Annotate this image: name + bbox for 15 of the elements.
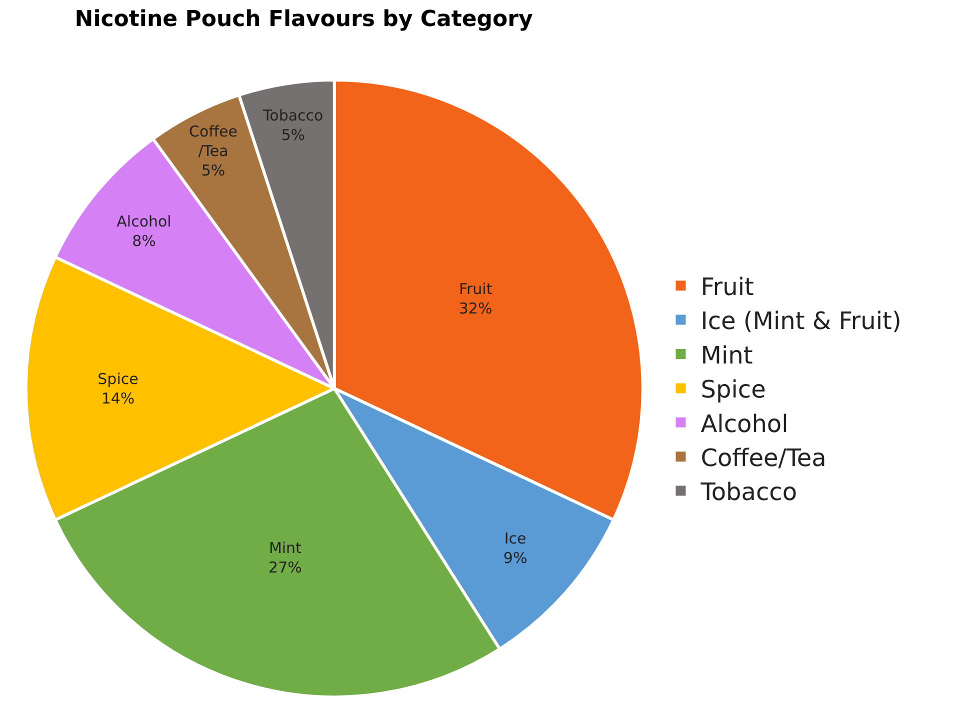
data-label: Alcohol 8%: [116, 212, 172, 250]
legend-label: Tobacco: [700, 478, 798, 506]
data-label: Coffee /Tea 5%: [189, 122, 238, 180]
legend-label: Coffee/Tea: [700, 444, 826, 472]
legend-label: Ice (Mint & Fruit): [700, 307, 902, 336]
legend-label: Fruit: [700, 272, 754, 301]
legend-label: Spice: [700, 376, 766, 404]
data-label: Spice 14%: [98, 370, 138, 408]
legend-label: Alcohol: [700, 410, 788, 438]
data-label: Tobacco 5%: [262, 106, 324, 144]
data-label: Ice 9%: [503, 529, 528, 567]
data-label: Fruit 32%: [458, 280, 492, 318]
legend-label: Mint: [700, 341, 753, 370]
chart-title: Nicotine Pouch Flavours by Category: [74, 6, 533, 32]
data-label: Mint 27%: [268, 539, 302, 577]
